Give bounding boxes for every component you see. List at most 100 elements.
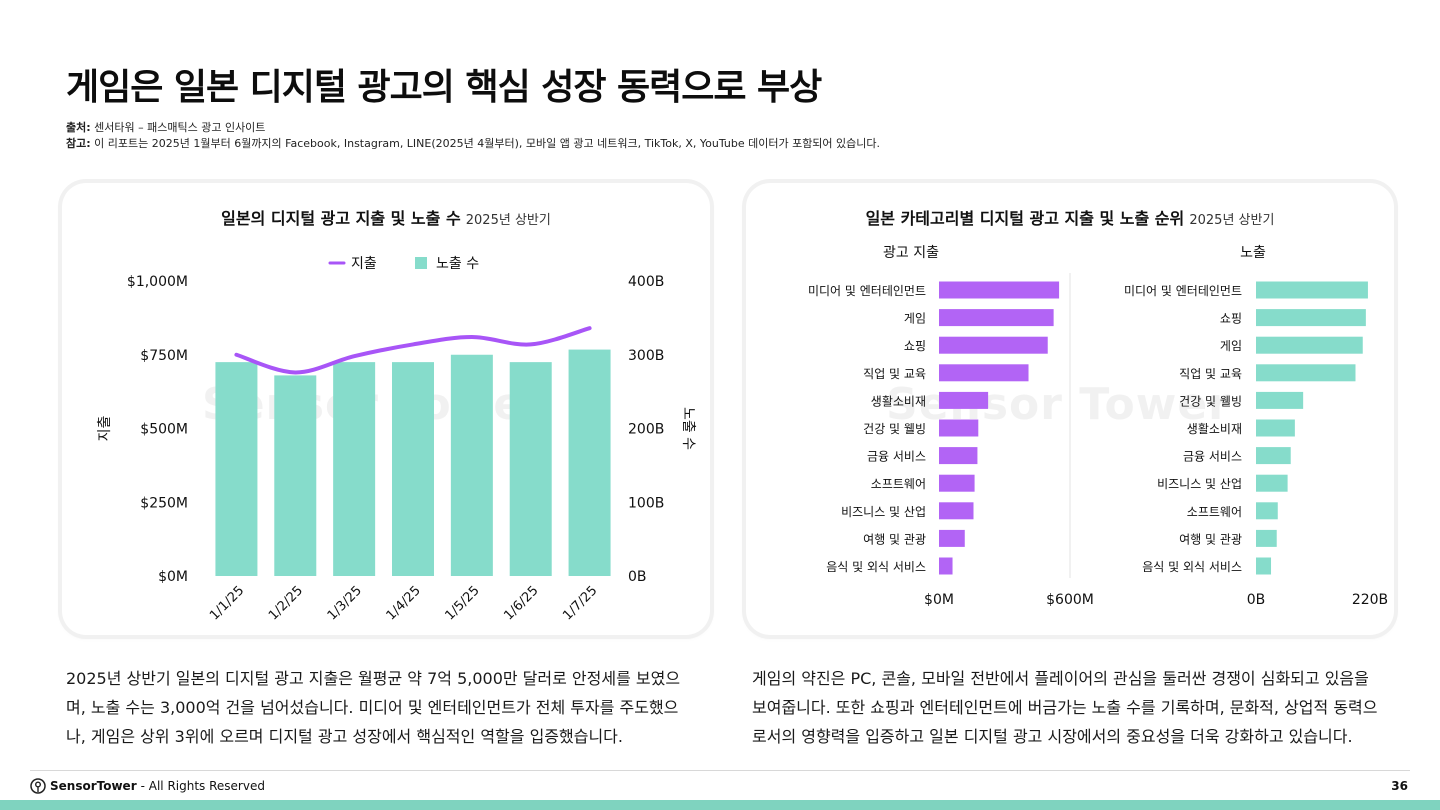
spend-panel-title: 광고 지출 <box>883 245 939 261</box>
impressions-bar <box>1256 391 1304 409</box>
impressions-category-label: 금융 서비스 <box>1183 450 1242 464</box>
spend-x-tick-label: $0M <box>924 592 954 608</box>
category-ranking-card: 일본 카테고리별 디지털 광고 지출 및 노출 순위 2025년 상반기 Sen… <box>746 183 1394 635</box>
note-text: 이 리포트는 2025년 1월부터 6월까지의 Facebook, Instag… <box>94 137 881 150</box>
spend-category-label: 여행 및 관광 <box>863 531 926 546</box>
y-right-tick-label: 400B <box>628 274 664 290</box>
left-card-title: 일본의 디지털 광고 지출 및 노출 수 2025년 상반기 <box>62 205 710 229</box>
impressions-bar <box>1256 419 1295 437</box>
impressions-bar <box>509 362 552 576</box>
spend-category-label: 음식 및 외식 서비스 <box>826 560 926 574</box>
right-card-title-main: 일본 카테고리별 디지털 광고 지출 및 노출 순위 <box>865 209 1185 228</box>
spend-category-label: 소프트웨어 <box>871 477 926 491</box>
legend-impressions-label: 노출 수 <box>436 256 479 272</box>
y-left-tick-label: $250M <box>140 495 188 511</box>
footer-brand: SensorTower - All Rights Reserved <box>30 778 265 794</box>
spend-category-label: 미디어 및 엔터테인먼트 <box>808 284 926 298</box>
impressions-bar <box>1256 474 1288 492</box>
spend-category-label: 직업 및 교육 <box>863 367 926 381</box>
spend-bar <box>939 309 1054 327</box>
impressions-bar <box>1256 309 1366 327</box>
x-tick-label: 1/2/25 <box>266 583 306 623</box>
impressions-x-tick-label: 220B <box>1352 592 1388 608</box>
impressions-bar <box>1256 447 1291 465</box>
impressions-bar <box>215 362 258 576</box>
left-card-title-main: 일본의 디지털 광고 지출 및 노출 수 <box>221 209 461 228</box>
impressions-bar <box>568 349 611 576</box>
note-label: 참고: <box>66 137 91 150</box>
impressions-bar <box>392 362 434 576</box>
impressions-bar <box>1256 529 1277 547</box>
y-right-axis-title: 노출 수 <box>680 407 696 450</box>
impressions-category-label: 소프트웨어 <box>1187 505 1242 519</box>
footer-accent-bar <box>0 800 1440 810</box>
x-tick-label: 1/1/25 <box>207 583 247 623</box>
impressions-bar <box>1256 336 1363 354</box>
spend-category-label: 게임 <box>904 312 926 326</box>
y-right-tick-label: 0B <box>628 569 647 585</box>
impressions-bar <box>1256 364 1356 382</box>
impressions-category-label: 게임 <box>1220 339 1242 353</box>
y-left-tick-label: $750M <box>140 348 188 364</box>
spend-bar <box>939 447 978 465</box>
y-right-tick-label: 100B <box>628 495 664 511</box>
right-commentary: 게임의 약진은 PC, 콘솔, 모바일 전반에서 플레이어의 관심을 둘러싼 경… <box>752 669 1378 746</box>
x-tick-label: 1/5/25 <box>442 583 482 623</box>
impressions-category-label: 건강 및 웰빙 <box>1179 394 1242 408</box>
sensor-tower-logo-icon <box>30 778 46 794</box>
left-commentary: 2025년 상반기 일본의 디지털 광고 지출은 월평균 약 7억 5,000만… <box>66 669 681 746</box>
page-title: 게임은 일본 디지털 광고의 핵심 성장 동력으로 부상 <box>66 67 822 108</box>
spend-bar <box>939 336 1048 354</box>
impressions-bar <box>1256 502 1278 520</box>
spend-category-label: 건강 및 웰빙 <box>863 422 926 436</box>
footer-brand-name: SensorTower <box>50 779 137 793</box>
source-note: 출처: 센서타워 – 패스매틱스 광고 인사이트 참고: 이 리포트는 2025… <box>66 120 880 152</box>
impressions-bar <box>1256 557 1272 575</box>
right-card-title: 일본 카테고리별 디지털 광고 지출 및 노출 순위 2025년 상반기 <box>746 205 1394 229</box>
right-card-title-sub: 2025년 상반기 <box>1189 213 1275 228</box>
spend-bar <box>939 391 989 409</box>
x-tick-label: 1/6/25 <box>501 583 541 623</box>
footer-divider <box>30 770 1410 771</box>
impressions-bar <box>1256 281 1368 299</box>
impressions-bar <box>274 375 317 576</box>
spend-category-label: 쇼핑 <box>904 339 926 353</box>
y-left-axis-title: 지출 <box>97 416 113 442</box>
impressions-category-label: 비즈니스 및 산업 <box>1157 477 1242 491</box>
impressions-bar <box>333 362 376 576</box>
spend-line <box>234 326 592 375</box>
spend-bar <box>939 474 975 492</box>
x-tick-label: 1/7/25 <box>560 583 600 623</box>
impressions-category-label: 생활소비재 <box>1187 422 1242 436</box>
y-left-tick-label: $0M <box>158 569 188 585</box>
spend-bar <box>939 281 1060 299</box>
x-tick-label: 1/3/25 <box>325 583 365 623</box>
spend-category-label: 금융 서비스 <box>867 450 926 464</box>
impressions-category-label: 쇼핑 <box>1220 312 1242 326</box>
spend-bar <box>939 364 1029 382</box>
impressions-category-label: 음식 및 외식 서비스 <box>1142 560 1242 574</box>
legend-spend-label: 지출 <box>351 256 377 272</box>
legend-impressions-swatch <box>415 257 427 269</box>
impressions-category-label: 미디어 및 엔터테인먼트 <box>1124 284 1242 298</box>
spend-category-label: 생활소비재 <box>871 394 926 408</box>
impressions-panel-title: 노출 <box>1240 245 1266 261</box>
spend-x-tick-label: $600M <box>1046 592 1094 608</box>
source-text: 센서타워 – 패스매틱스 광고 인사이트 <box>94 121 266 134</box>
spend-bar <box>939 557 953 575</box>
y-right-tick-label: 300B <box>628 348 664 364</box>
y-left-tick-label: $500M <box>140 422 188 438</box>
left-card-title-sub: 2025년 상반기 <box>465 213 551 228</box>
footer-rights: - All Rights Reserved <box>140 779 265 793</box>
spend-bar <box>939 529 965 547</box>
page-number: 36 <box>1391 779 1408 793</box>
y-left-tick-label: $1,000M <box>127 274 188 290</box>
impressions-x-tick-label: 0B <box>1247 592 1266 608</box>
impressions-bar <box>450 354 493 576</box>
spend-impressions-card: 일본의 디지털 광고 지출 및 노출 수 2025년 상반기 Sensor To… <box>62 183 710 635</box>
spend-bar <box>939 502 974 520</box>
combo-chart: 지출 노출 수$0M$250M$500M$750M$1,000M0B100B200… <box>97 256 696 623</box>
spend-bar <box>939 419 979 437</box>
source-label: 출처: <box>66 121 91 134</box>
spend-category-label: 비즈니스 및 산업 <box>841 505 926 519</box>
